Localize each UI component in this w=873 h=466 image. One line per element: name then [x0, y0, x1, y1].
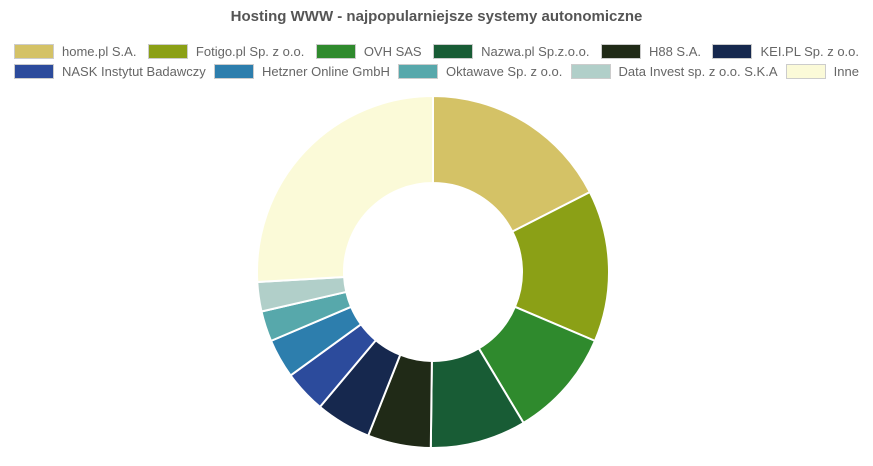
legend-label: home.pl S.A.: [62, 43, 137, 59]
legend-label: Inne: [833, 63, 859, 79]
legend-swatch-icon: [570, 63, 611, 79]
legend-item-data-invest-sp-z-o-o-s-k-a[interactable]: Data Invest sp. z o.o. S.K.A: [570, 63, 778, 79]
legend-label: H88 S.A.: [648, 43, 701, 59]
legend-swatch-icon: [600, 43, 641, 59]
legend-swatch-icon: [14, 43, 54, 59]
legend-swatch-icon: [398, 63, 439, 79]
pie-slice-inne[interactable]: [256, 95, 434, 283]
legend-swatch-icon: [147, 43, 188, 59]
legend-label: OVH SAS: [363, 43, 422, 59]
legend-swatch-icon: [315, 43, 356, 59]
legend-item-kei-pl-sp-z-o-o[interactable]: KEI.PL Sp. z o.o.: [712, 43, 859, 59]
legend-label: Fotigo.pl Sp. z o.o.: [195, 43, 305, 59]
chart-title: Hosting WWW - najpopularniejsze systemy …: [230, 8, 643, 25]
legend-item-fotigo-pl-sp-z-o-o[interactable]: Fotigo.pl Sp. z o.o.: [147, 43, 305, 59]
legend-label: Nazwa.pl Sp.z.o.o.: [481, 43, 590, 59]
legend-swatch-icon: [14, 63, 54, 79]
legend-label: Data Invest sp. z o.o. S.K.A: [618, 63, 778, 79]
legend-item-h88-s-a[interactable]: H88 S.A.: [600, 43, 701, 59]
legend-label: KEI.PL Sp. z o.o.: [760, 43, 859, 59]
legend-item-oktawave-sp-z-o-o[interactable]: Oktawave Sp. z o.o.: [398, 63, 563, 79]
legend-item-hetzner-online-gmbh[interactable]: Hetzner Online GmbH: [213, 63, 390, 79]
pie-slice-home-pl-s-a[interactable]: [432, 95, 591, 233]
legend-item-home-pl-s-a[interactable]: home.pl S.A.: [14, 43, 137, 59]
legend-item-nask-instytut-badawczy[interactable]: NASK Instytut Badawczy: [14, 63, 206, 79]
legend-swatch-icon: [785, 63, 826, 79]
legend-item-nazwa-pl-sp-z-o-o[interactable]: Nazwa.pl Sp.z.o.o.: [433, 43, 590, 59]
legend-row-1: home.pl S.A. Fotigo.pl Sp. z o.o. OVH SAS N…: [14, 41, 859, 61]
legend-label: Oktawave Sp. z o.o.: [446, 63, 563, 79]
legend-row-2: NASK Instytut Badawczy Hetzner Online Gmb…: [14, 61, 859, 81]
legend-swatch-icon: [433, 43, 474, 59]
legend-swatch-icon: [213, 63, 254, 79]
legend-label: NASK Instytut Badawczy: [62, 63, 206, 79]
legend-item-inne[interactable]: Inne: [785, 63, 859, 79]
legend-label: Hetzner Online GmbH: [261, 63, 390, 79]
legend-swatch-icon: [712, 43, 753, 59]
legend-item-ovh-sas[interactable]: OVH SAS: [315, 43, 422, 59]
chart-legend: home.pl S.A. Fotigo.pl Sp. z o.o. OVH SAS N…: [0, 41, 873, 81]
